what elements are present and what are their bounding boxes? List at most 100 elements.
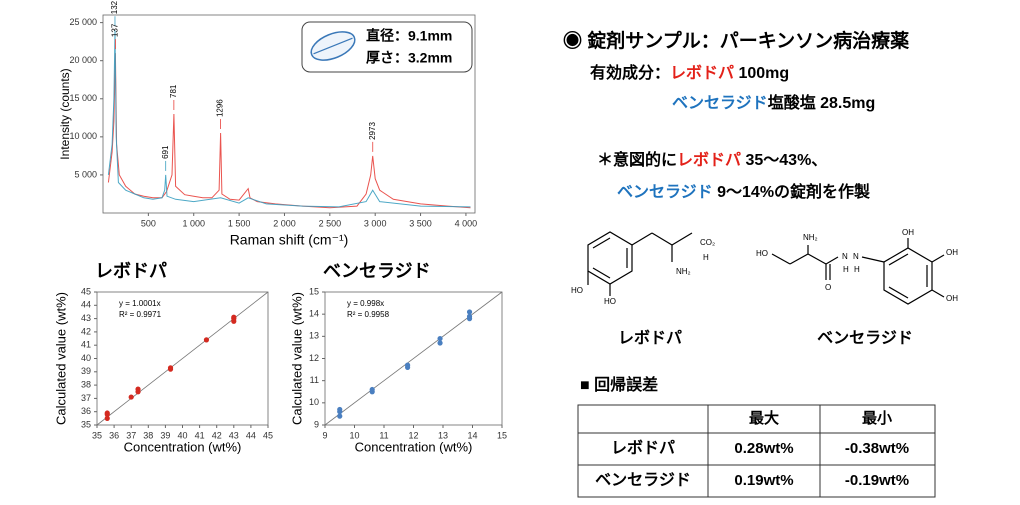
table-cell: -0.38wt%	[845, 440, 909, 457]
atom-label: CO₂	[700, 238, 715, 247]
row-header: レボドパ	[611, 439, 675, 457]
y-tick-label: 12	[309, 353, 319, 363]
data-point	[128, 394, 134, 400]
data-point	[466, 309, 473, 315]
atom-label: HO	[571, 286, 583, 295]
x-tick-label: 45	[263, 430, 273, 440]
x-tick-label: 35	[92, 430, 102, 440]
atom-label: N	[853, 252, 859, 261]
y-tick-label: 41	[81, 340, 91, 350]
table-grid	[577, 404, 936, 498]
data-point	[104, 415, 110, 421]
text-span: 有効成分：	[590, 63, 670, 82]
x-tick-label: 9	[322, 430, 327, 440]
column-header: 最大	[749, 409, 779, 427]
x-tick-label: 13	[438, 430, 448, 440]
data-point	[369, 386, 375, 393]
data-point	[466, 313, 473, 319]
data-point	[231, 314, 237, 320]
x-tick-label: 36	[109, 430, 119, 440]
y-tick-label: 43	[81, 313, 91, 323]
data-point	[167, 365, 174, 371]
inset-text: 厚さ：3.2mm	[366, 50, 452, 66]
y-tick-label: 9	[314, 419, 319, 429]
table-cell: 0.19wt%	[734, 472, 793, 489]
chart-title: レボドパ	[95, 261, 167, 281]
structure-name: レボドパ	[618, 329, 682, 347]
y-axis-label: Calculated value (wt%)	[53, 292, 68, 425]
text-span: ＊意図的に	[597, 150, 677, 169]
benserazide-structure	[771, 238, 945, 305]
y-tick-label: 15	[309, 286, 319, 296]
data-point	[405, 362, 411, 368]
text-span: ベンセラジド	[617, 184, 713, 201]
peak-label: 691	[161, 145, 170, 159]
table-cell: 0.28wt%	[734, 440, 793, 457]
y-tick-label: 45	[81, 286, 91, 296]
x-tick-label: 12	[408, 430, 418, 440]
x-tick-label: 11	[379, 430, 388, 440]
atom-label: HO	[756, 249, 768, 258]
inset-text: 直径：9.1mm	[366, 28, 452, 44]
x-tick-label: 38	[143, 430, 153, 440]
x-tick-label: 14	[467, 430, 477, 440]
equation: R² = 0.9958	[347, 310, 390, 319]
text-span: 100mg	[734, 65, 789, 82]
equation: R² = 0.9971	[119, 310, 162, 319]
atom-label: N	[842, 252, 848, 261]
atom-label: O	[825, 283, 831, 292]
atom-label: HO	[604, 297, 616, 306]
x-tick-label: 44	[246, 430, 256, 440]
x-tick-label: 15	[497, 430, 507, 440]
tablet-icon	[310, 31, 356, 61]
text-line: ベンセラジド 9〜14%の錠剤を作製	[617, 182, 870, 201]
trend-line	[96, 291, 269, 426]
atom-label: NH₂	[803, 233, 818, 242]
x-tick-label: 43	[229, 430, 239, 440]
text-line: ベンセラジド塩酸塩 28.5mg	[672, 93, 875, 112]
y-tick-label: 35	[81, 419, 91, 429]
structure-name: ベンセラジド	[817, 330, 913, 347]
x-tick-label: 2 000	[273, 218, 296, 228]
chart-title: ベンセラジド	[323, 261, 431, 281]
x-tick-label: 41	[195, 430, 205, 440]
x-axis-label: Concentration (wt%)	[124, 439, 242, 454]
y-tick-label: 37	[81, 393, 91, 403]
trend-line	[324, 291, 503, 426]
text-line: 有効成分：レボドパ 100mg	[590, 63, 789, 82]
x-tick-label: 37	[126, 430, 136, 440]
peak-label: 2973	[368, 122, 377, 140]
spectrum-line	[107, 53, 471, 209]
y-tick-label: 40	[81, 353, 91, 363]
y-axis-label: Calculated value (wt%)	[289, 292, 304, 425]
equation: y = 0.998x	[347, 299, 384, 308]
data-point	[437, 335, 443, 342]
x-tick-label: 500	[141, 218, 156, 228]
y-tick-label: 13	[309, 331, 319, 341]
levodopa-structure	[587, 231, 693, 296]
peak-label: 781	[169, 84, 178, 98]
y-tick-label: 10	[309, 397, 319, 407]
y-tick-label: 25 000	[69, 17, 97, 27]
table-cell: -0.19wt%	[845, 472, 909, 489]
text-line: ＊意図的にレボドパ 35〜43%、	[597, 150, 827, 169]
y-axis-label: Intensity (counts)	[58, 68, 72, 159]
y-tick-label: 20 000	[69, 55, 97, 65]
peak-label: 137	[111, 23, 120, 37]
x-axis-label: Concentration (wt%)	[355, 439, 473, 454]
x-tick-label: 1 500	[228, 218, 251, 228]
x-tick-label: 40	[177, 430, 187, 440]
y-tick-label: 15 000	[69, 93, 97, 103]
x-tick-label: 2 500	[319, 218, 342, 228]
y-tick-label: 44	[81, 300, 91, 310]
y-tick-label: 36	[81, 406, 91, 416]
equation: y = 1.0001x	[119, 299, 161, 308]
atom-label: H	[843, 265, 849, 274]
y-tick-label: 10 000	[69, 131, 97, 141]
y-tick-label: 14	[309, 309, 319, 319]
y-tick-label: 39	[81, 366, 91, 376]
peak-label: 132	[110, 0, 119, 14]
x-tick-label: 10	[349, 430, 359, 440]
x-tick-label: 4 000	[455, 218, 478, 228]
